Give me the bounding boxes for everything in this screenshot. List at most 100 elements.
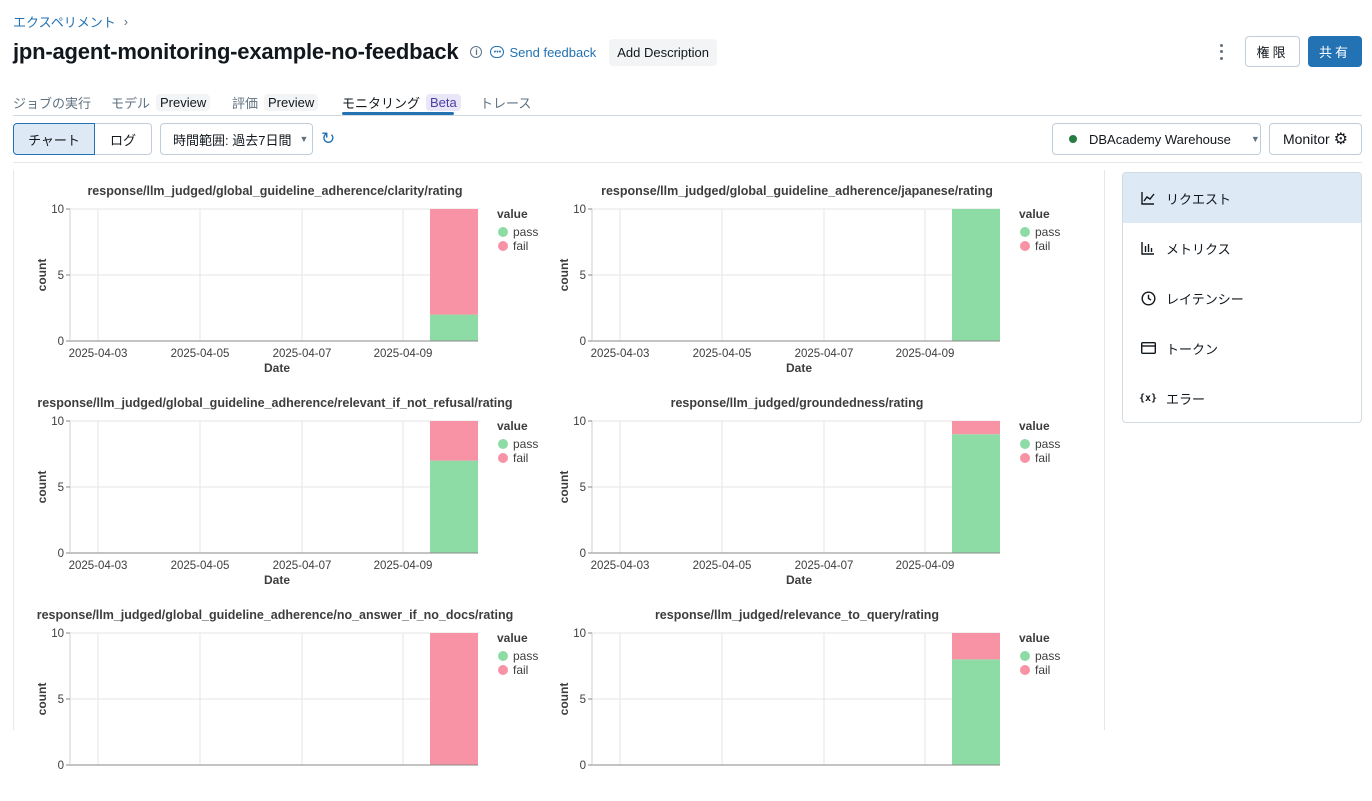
tab-evaluation[interactable]: 評価 Preview <box>232 91 319 113</box>
legend-swatch-fail <box>1020 241 1030 251</box>
tab-traces-label: トレース <box>480 95 532 111</box>
y-axis-label: count <box>557 259 571 292</box>
x-tick-label: 2025-04-07 <box>795 348 854 360</box>
breadcrumb: エクスペリメント › <box>13 12 128 31</box>
bar-segment-pass <box>430 314 478 341</box>
legend-item-pass: pass <box>1035 225 1060 239</box>
x-tick-label: 2025-04-05 <box>693 560 752 572</box>
legend-title: value <box>1019 207 1050 221</box>
tab-evaluation-label: 評価 <box>232 95 259 111</box>
monitor-button[interactable]: Monitor ⚙ <box>1269 123 1362 155</box>
sidebar-item-latency[interactable]: レイテンシー <box>1123 273 1361 323</box>
stacked-bar-chart[interactable]: response/llm_judged/global_guideline_adh… <box>0 596 545 801</box>
stacked-bar-chart[interactable]: response/llm_judged/global_guideline_adh… <box>522 172 1067 377</box>
share-button[interactable]: 共有 <box>1308 36 1362 67</box>
bar-segment-fail <box>952 633 1000 660</box>
time-range-select[interactable]: 時間範囲: 過去7日間 ▼ <box>160 123 313 155</box>
active-tab-indicator <box>342 112 454 115</box>
send-feedback-link[interactable]: ••• Send feedback <box>490 45 596 60</box>
y-tick-label: 10 <box>573 416 586 428</box>
y-tick-label: 5 <box>58 694 64 706</box>
refresh-icon[interactable]: ↻ <box>321 129 336 148</box>
breadcrumb-experiments-link[interactable]: エクスペリメント <box>13 15 116 30</box>
x-tick-label: 2025-04-07 <box>795 560 854 572</box>
legend-item-pass: pass <box>513 225 538 239</box>
toolbar-divider <box>13 162 1362 163</box>
warehouse-select[interactable]: DBAcademy Warehouse ▼ <box>1052 123 1261 155</box>
monitor-label: Monitor <box>1282 131 1330 147</box>
chevron-down-icon: ▼ <box>299 134 309 144</box>
legend-item-pass: pass <box>513 437 538 451</box>
chart-title: response/llm_judged/groundedness/rating <box>671 396 924 410</box>
y-tick-label: 10 <box>51 628 64 640</box>
bar-segment-pass <box>952 434 1000 553</box>
stacked-bar-chart[interactable]: response/llm_judged/relevance_to_query/r… <box>522 596 1067 801</box>
bar-segment-pass <box>952 659 1000 765</box>
chart-title: response/llm_judged/global_guideline_adh… <box>37 608 514 622</box>
more-options-icon[interactable] <box>1213 42 1229 62</box>
legend-title: value <box>497 419 528 433</box>
warehouse-label: DBAcademy Warehouse <box>1089 131 1231 147</box>
x-tick-label: 2025-04-07 <box>273 560 332 572</box>
x-tick-label: 2025-04-05 <box>693 348 752 360</box>
y-tick-label: 10 <box>573 628 586 640</box>
legend-item-fail: fail <box>1035 663 1050 677</box>
permissions-button[interactable]: 権限 <box>1245 36 1300 67</box>
view-toggle: チャート ログ <box>13 123 152 155</box>
y-tick-label: 0 <box>580 760 586 772</box>
legend-item-pass: pass <box>1035 437 1060 451</box>
chart-title: response/llm_judged/global_guideline_adh… <box>37 396 512 410</box>
chevron-down-icon: ▼ <box>1250 134 1260 144</box>
tab-models[interactable]: モデル Preview <box>111 91 211 113</box>
legend-swatch-fail <box>498 241 508 251</box>
charts-panel <box>13 170 1105 730</box>
log-view-button[interactable]: ログ <box>95 123 152 155</box>
chart-title: response/llm_judged/global_guideline_adh… <box>601 184 993 198</box>
sidebar-item-label: メトリクス <box>1166 241 1231 257</box>
x-tick-label: 2025-04-09 <box>374 348 433 360</box>
legend-item-fail: fail <box>513 663 528 677</box>
x-axis-label: Date <box>264 361 290 375</box>
legend-swatch-pass <box>498 227 508 237</box>
preview-badge: Preview <box>156 93 211 111</box>
stacked-bar-chart[interactable]: response/llm_judged/global_guideline_adh… <box>0 384 545 589</box>
x-tick-label: 2025-04-07 <box>273 348 332 360</box>
y-tick-label: 10 <box>51 416 64 428</box>
legend-item-fail: fail <box>513 239 528 253</box>
legend-swatch-fail <box>498 453 508 463</box>
sidebar-item-label: リクエスト <box>1166 191 1232 207</box>
x-tick-label: 2025-04-05 <box>171 560 230 572</box>
tab-traces[interactable]: トレース <box>480 91 531 113</box>
time-range-label: 時間範囲: 過去7日間 <box>173 132 292 148</box>
x-tick-label: 2025-04-03 <box>591 348 650 360</box>
y-tick-label: 5 <box>580 694 586 706</box>
sidebar-item-requests[interactable]: リクエスト <box>1123 173 1361 223</box>
sidebar-item-metrics[interactable]: メトリクス <box>1123 223 1361 273</box>
info-icon[interactable]: i <box>470 46 483 58</box>
sidebar-item-tokens[interactable]: トークン <box>1123 323 1361 373</box>
chevron-right-icon: › <box>123 14 129 29</box>
chart-title: response/llm_judged/global_guideline_adh… <box>87 184 462 198</box>
x-axis-label: Date <box>786 361 812 375</box>
legend-swatch-fail <box>498 665 508 675</box>
clock-icon <box>1140 290 1156 306</box>
stacked-bar-chart[interactable]: response/llm_judged/global_guideline_adh… <box>0 172 545 377</box>
function-icon: {x} <box>1138 392 1158 404</box>
gear-icon: ⚙ <box>1333 131 1349 148</box>
bar-segment-pass <box>952 209 1000 341</box>
tab-monitoring-label: モニタリング <box>342 95 421 111</box>
stacked-bar-chart[interactable]: response/llm_judged/groundedness/rating 0… <box>522 384 1067 589</box>
tab-runs[interactable]: ジョブの実行 <box>13 91 91 113</box>
add-description-button[interactable]: Add Description <box>609 38 717 66</box>
tab-bar: ジョブの実行 モデル Preview 評価 Preview モニタリング Bet… <box>13 88 1362 116</box>
y-tick-label: 0 <box>580 548 586 560</box>
chart-view-button[interactable]: チャート <box>13 123 95 155</box>
beta-badge: Beta <box>426 93 461 111</box>
sidebar-item-errors[interactable]: {x} エラー <box>1123 373 1361 422</box>
tab-models-label: モデル <box>111 95 151 111</box>
y-tick-label: 5 <box>580 270 586 282</box>
legend-title: value <box>1019 631 1050 645</box>
bar-chart-icon <box>1140 240 1156 256</box>
tab-monitoring[interactable]: モニタリング Beta <box>342 91 461 113</box>
sidebar-item-label: レイテンシー <box>1166 291 1244 307</box>
